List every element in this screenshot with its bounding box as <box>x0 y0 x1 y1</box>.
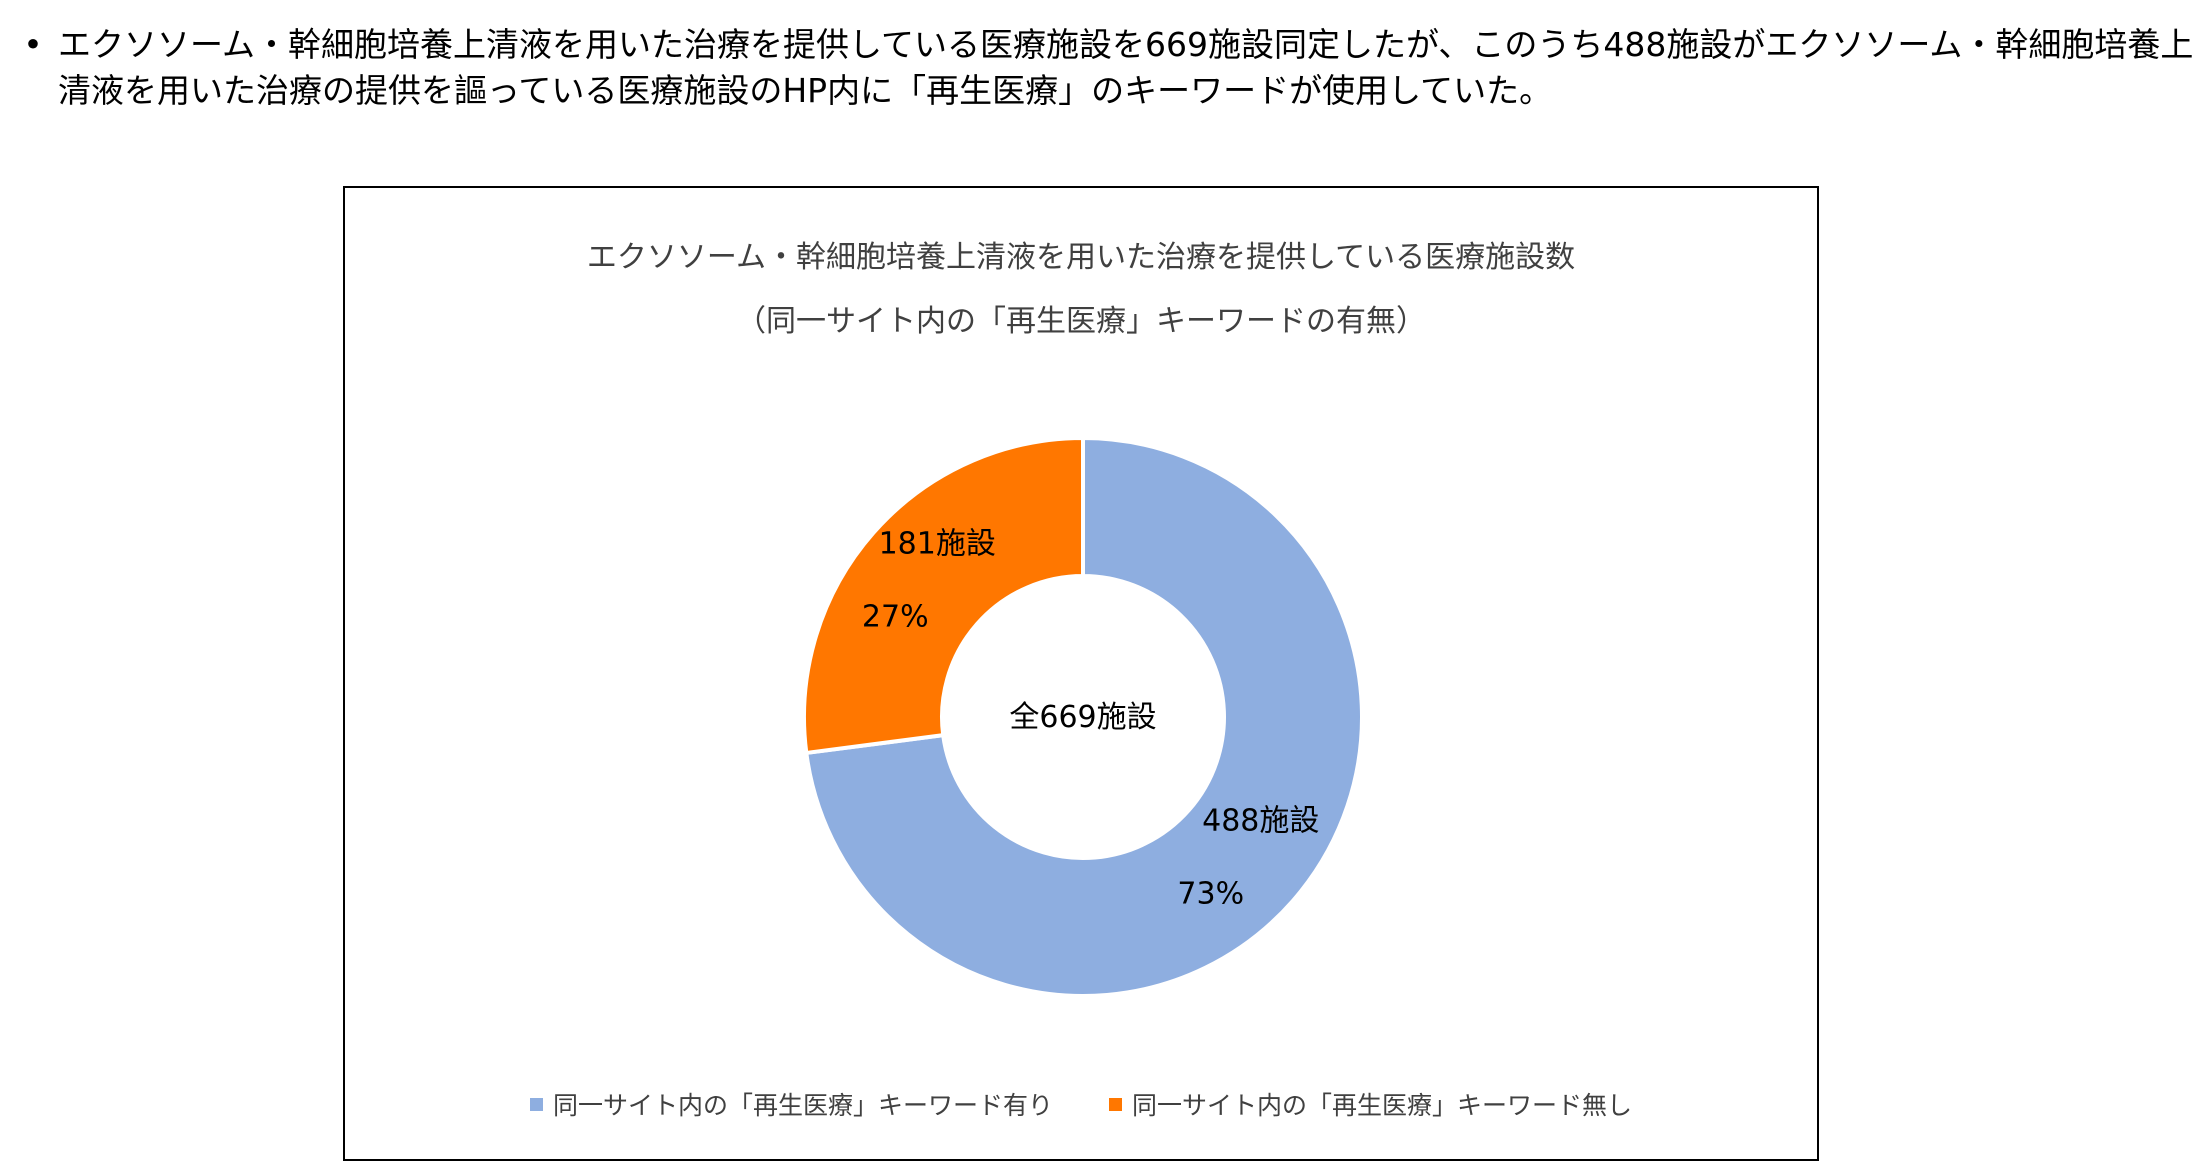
legend-entry-1: 同一サイト内の「再生医療」キーワード有り <box>529 1086 1053 1122</box>
legend-swatch-1 <box>529 1097 543 1111</box>
slice-count-label-1: 488施設 <box>1202 804 1319 839</box>
bullet-paragraph: • エクソソーム・幹細胞培養上清液を用いた治療を提供している医療施設を669施設… <box>8 22 2198 114</box>
legend-swatch-2 <box>1109 1097 1122 1111</box>
slice-count-label-2: 181施設 <box>879 526 996 561</box>
chart-container: エクソソーム・幹細胞培養上清液を用いた治療を提供している医療施設数 （同一サイト… <box>343 186 1819 1161</box>
chart-subtitle: （同一サイト内の「再生医療」キーワードの有無） <box>736 304 1426 339</box>
chart-legend: 同一サイト内の「再生医療」キーワード有り 同一サイト内の「再生医療」キーワード無し <box>345 1086 1817 1122</box>
donut-chart: 488施設 73% 181施設 27% 全669施設 <box>802 435 1364 998</box>
legend-label-2: 同一サイト内の「再生医療」キーワード無し <box>1132 1091 1633 1120</box>
bullet-text: エクソソーム・幹細胞培養上清液を用いた治療を提供している医療施設を669施設同定… <box>58 25 2194 110</box>
legend-label-1: 同一サイト内の「再生医療」キーワード有り <box>552 1091 1053 1120</box>
bullet-symbol: • <box>23 25 43 64</box>
legend-entry-2: 同一サイト内の「再生医療」キーワード無し <box>1109 1086 1632 1122</box>
chart-title: エクソソーム・幹細胞培養上清液を用いた治療を提供している医療施設数 <box>586 240 1576 275</box>
donut-slice-1 <box>804 435 1364 998</box>
donut-center-label: 全669施設 <box>1009 700 1156 735</box>
donut-slice-2 <box>802 435 1085 756</box>
slice-percent-label-2: 27% <box>862 599 929 634</box>
slice-percent-label-1: 73% <box>1177 877 1244 912</box>
